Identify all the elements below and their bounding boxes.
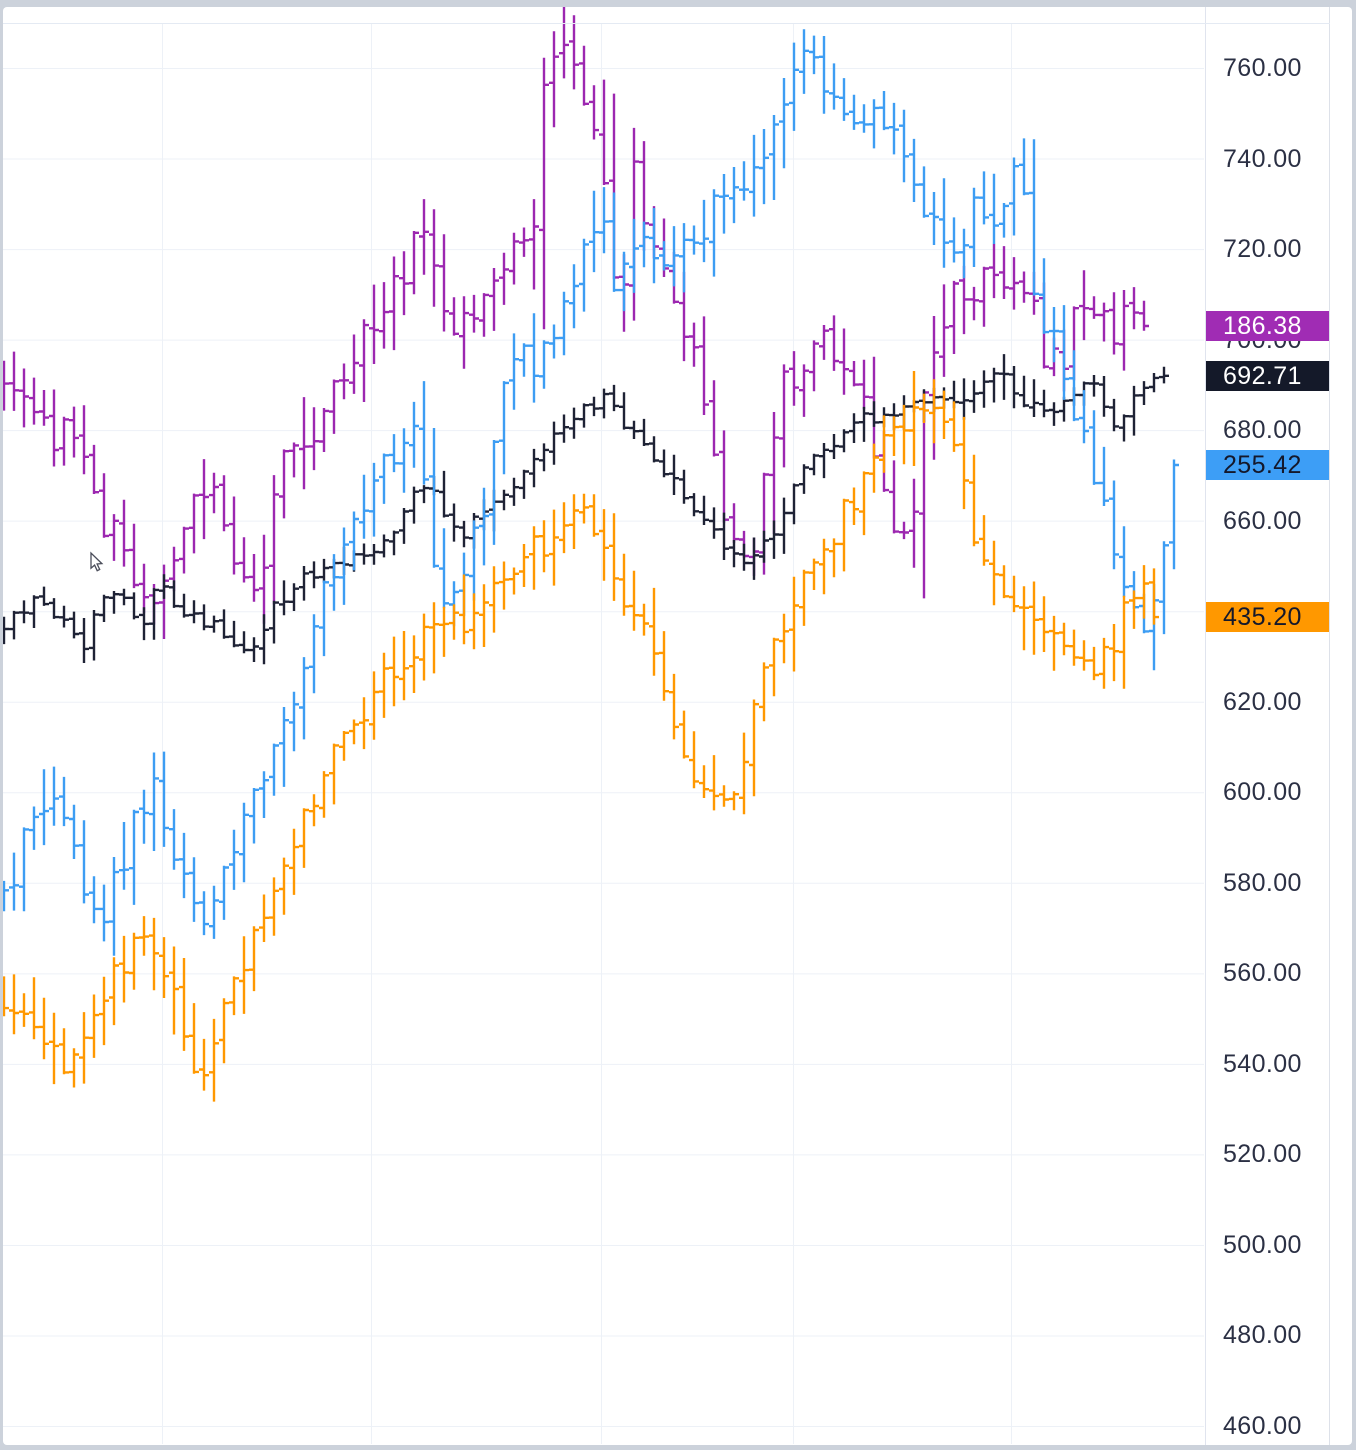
black-symbol-bars bbox=[3, 354, 1169, 665]
price-axis-label: 480.00 bbox=[1223, 1321, 1302, 1350]
vertical-gridlines bbox=[162, 24, 1012, 1444]
pane-top-divider bbox=[3, 23, 1330, 24]
price-axis-label: 740.00 bbox=[1223, 144, 1302, 173]
price-axis-label: 660.00 bbox=[1223, 506, 1302, 535]
price-chart-canvas[interactable] bbox=[3, 7, 1352, 1445]
price-axis-label: 760.00 bbox=[1223, 54, 1302, 82]
price-axis-label: 720.00 bbox=[1223, 235, 1302, 264]
price-axis-label: 540.00 bbox=[1223, 1049, 1302, 1078]
price-axis-label: 580.00 bbox=[1223, 868, 1302, 897]
price-axis-label: 680.00 bbox=[1223, 416, 1302, 445]
purple-symbol-bars bbox=[3, 7, 1149, 639]
blue-symbol-bars bbox=[3, 29, 1179, 956]
price-axis-label: 560.00 bbox=[1223, 959, 1302, 988]
price-axis[interactable]: 760.00740.00720.00700.00680.00660.00620.… bbox=[1205, 7, 1330, 1445]
orange-symbol-price-badge: 435.20 bbox=[1206, 602, 1329, 633]
price-axis-label: 520.00 bbox=[1223, 1140, 1302, 1169]
chart-pane: 760.00740.00720.00700.00680.00660.00620.… bbox=[3, 7, 1352, 1445]
mouse-cursor-icon bbox=[90, 551, 104, 572]
price-axis-label: 620.00 bbox=[1223, 687, 1302, 716]
price-axis-label: 600.00 bbox=[1223, 778, 1302, 807]
price-axis-label: 460.00 bbox=[1223, 1412, 1302, 1440]
black-symbol-price-badge: 692.71 bbox=[1206, 360, 1329, 391]
blue-symbol-price-badge: 255.42 bbox=[1206, 449, 1329, 480]
price-axis-label: 500.00 bbox=[1223, 1230, 1302, 1259]
orange-symbol-bars bbox=[3, 371, 1159, 1102]
ohlc-bar-series bbox=[3, 7, 1179, 1102]
purple-symbol-price-badge: 186.38 bbox=[1206, 311, 1329, 342]
